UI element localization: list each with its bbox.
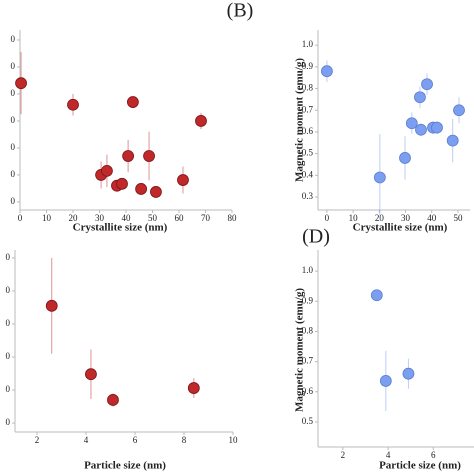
panel-label: (B) [227,0,254,22]
point [101,164,113,177]
x-tick-label: 20 [69,213,79,223]
point [405,117,418,130]
y-tick-label: 0.5 [302,416,314,426]
y-tick-label: 0.7 [302,356,314,366]
x-tick-label: 50 [148,213,158,223]
point [15,77,27,90]
y-tick-label: 0 [11,88,16,98]
panel-label: (D) [302,226,330,248]
y-tick-label: 0 [11,196,16,206]
x-tick-label: 2 [341,450,346,460]
x-tick-label: 50 [453,213,463,223]
x-tick-label: 10 [42,213,52,223]
point [122,150,135,162]
x-tick-label: 4 [84,435,89,445]
x-tick-label: 0 [18,213,23,223]
x-axis-label: Particle size (nm) [379,460,461,472]
point [379,375,392,387]
y-tick-label: 0 [6,285,11,295]
y-tick-label: 0.5 [302,148,314,158]
x-tick-label: 30 [401,213,411,223]
point [414,91,426,104]
y-tick-label: 1.0 [302,265,314,275]
x-axis-label: Crystallite size (nm) [73,222,168,234]
point [143,150,155,162]
y-tick-label: 0.8 [302,326,314,336]
y-tick-label: 0 [11,142,16,152]
y-tick-label: 0.7 [302,104,314,114]
y-tick-label: 0.9 [302,295,314,305]
x-tick-label: 30 [95,213,105,223]
point [187,382,200,394]
point [116,177,128,190]
x-tick-label: 40 [122,213,132,223]
x-axis-label: Particle size (nm) [84,460,166,472]
point [399,152,411,164]
point [370,289,383,302]
point [177,174,189,186]
y-tick-label: 0.3 [302,191,314,201]
point [402,367,415,380]
x-tick-label: 0 [325,213,330,223]
x-tick-label: 10 [229,435,239,445]
point [45,299,58,312]
x-tick-label: 60 [175,213,185,223]
point [373,171,386,184]
y-tick-label: 0 [6,252,11,262]
point [135,183,148,195]
point [195,115,207,127]
point [150,186,162,198]
point [85,368,97,381]
y-tick-label: 0 [6,384,11,394]
point [321,65,333,78]
x-axis-label: Crystallite size (nm) [353,222,448,234]
y-tick-label: 0.4 [302,169,314,179]
x-tick-label: 8 [182,435,187,445]
y-axis-label: Magnetic moment (emu/g) [294,288,306,412]
x-tick-label: 70 [201,213,211,223]
y-tick-label: 0 [11,34,16,44]
y-tick-label: 0 [6,351,11,361]
point [107,394,119,406]
x-tick-label: 4 [386,450,391,460]
y-axis-label: Magnetic moment (emu/g) [294,58,306,182]
y-tick-label: 0 [6,318,11,328]
y-tick-label: 1.0 [302,39,314,49]
y-tick-label: 0.6 [302,126,314,136]
x-tick-label: 6 [133,435,138,445]
y-tick-label: 0 [6,417,11,427]
y-tick-label: 0.8 [302,83,314,93]
y-tick-label: 0.6 [302,386,314,396]
x-tick-label: 6 [431,450,436,460]
y-tick-label: 0 [11,115,16,125]
y-tick-label: 0 [11,169,16,179]
x-tick-label: 2 [35,435,40,445]
point [67,98,79,111]
point [415,123,427,136]
point [453,104,465,117]
x-tick-label: 10 [349,213,359,223]
point [421,78,433,91]
point [446,134,459,147]
x-tick-label: 40 [427,213,437,223]
y-tick-label: 0 [11,61,16,71]
point [126,96,139,108]
point [431,121,443,134]
x-tick-label: 80 [228,213,238,223]
y-tick-label: 0.9 [302,61,314,71]
